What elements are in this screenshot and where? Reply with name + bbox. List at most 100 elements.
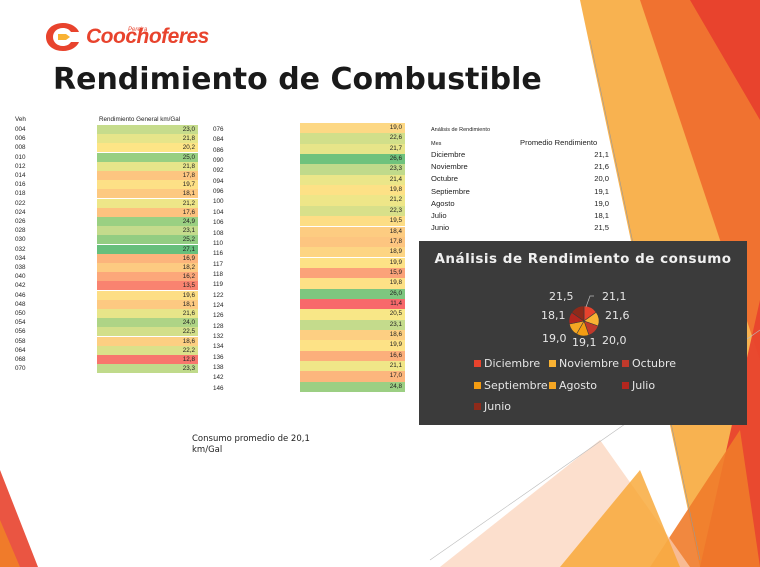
rendimiento-value: 19,8 xyxy=(300,278,405,289)
rendimiento-value: 19,7 xyxy=(97,180,198,190)
rendimiento-value: 26,6 xyxy=(300,154,405,165)
chart-title: Análisis de Rendimiento de consumo xyxy=(434,251,732,267)
vehicle-id: 024 xyxy=(15,208,26,216)
summary-value: 19,0 xyxy=(594,198,609,208)
rendimiento-value: 24,0 xyxy=(97,318,198,328)
pie-data-label: 21,5 xyxy=(549,290,574,303)
pie-data-label: 19,0 xyxy=(542,332,567,345)
summary-month: Noviembre xyxy=(431,162,468,172)
summary-value: 19,1 xyxy=(594,186,609,196)
vehicle-id: 122 xyxy=(213,291,224,299)
average-consumption-note: Consumo promedio de 20,1 km/Gal xyxy=(192,434,310,455)
table-header-rendimiento: Rendimiento General km/Gal xyxy=(99,116,181,123)
vehicle-id: 030 xyxy=(15,236,26,244)
logo-icon xyxy=(46,23,79,51)
vehicle-id: 006 xyxy=(15,135,26,143)
rendimiento-value: 13,5 xyxy=(97,281,198,291)
pie-data-label: 21,6 xyxy=(605,309,630,322)
vehicle-id: 118 xyxy=(213,270,224,278)
summary-value: 21,1 xyxy=(594,150,609,159)
rendimiento-value: 18,1 xyxy=(97,189,198,199)
rendimiento-value: 26,0 xyxy=(300,288,405,299)
vehicle-id: 096 xyxy=(213,188,224,196)
vehicle-id: 050 xyxy=(15,310,26,317)
vehicle-id: 028 xyxy=(15,227,26,235)
rendimiento-value: 21,8 xyxy=(97,161,198,171)
vehicle-id: 128 xyxy=(213,322,224,330)
summary-month: Octubre xyxy=(431,174,459,184)
summary-value: 21,6 xyxy=(594,162,609,172)
rendimiento-value: 17,6 xyxy=(97,207,198,217)
vehicle-id: 070 xyxy=(15,365,26,373)
vehicle-id: 022 xyxy=(15,199,26,207)
pie-data-label: 19,1 xyxy=(572,336,597,349)
legend-label: Diciembre xyxy=(484,357,541,370)
rendimiento-value: 18,4 xyxy=(300,226,405,237)
vehicle-id: 054 xyxy=(15,319,26,327)
rendimiento-value: 19,9 xyxy=(300,340,405,351)
legend-swatch xyxy=(474,382,481,389)
vehicle-id: 124 xyxy=(213,301,224,309)
rendimiento-value: 22,6 xyxy=(300,133,405,144)
rendimiento-value: 24,8 xyxy=(300,381,405,393)
rendimiento-value: 23,3 xyxy=(97,364,198,374)
summary-value: 20,0 xyxy=(594,174,609,184)
vehicle-id: 042 xyxy=(15,282,26,290)
rendimiento-value: 21,1 xyxy=(300,361,405,372)
summary-value: 21,5 xyxy=(594,223,609,233)
legend-swatch xyxy=(474,360,481,367)
logo-subtitle: Pereira xyxy=(128,27,148,33)
rendimiento-value: 17,8 xyxy=(300,236,405,248)
rendimiento-value: 18,1 xyxy=(97,299,198,309)
pie-data-label: 18,1 xyxy=(541,309,566,322)
vehicle-id: 026 xyxy=(15,218,26,225)
vehicle-id: 142 xyxy=(213,374,224,382)
rendimiento-value: 16,2 xyxy=(97,272,198,282)
rendimiento-value: 22,3 xyxy=(300,205,405,217)
legend-item: Octubre xyxy=(622,357,676,370)
vehicle-id: 040 xyxy=(15,273,26,281)
vehicle-id: 034 xyxy=(15,254,26,262)
legend-swatch xyxy=(622,360,629,367)
legend-item: Septiembre xyxy=(474,379,548,392)
vehicle-id: 084 xyxy=(213,136,224,144)
rendimiento-value: 19,9 xyxy=(300,257,405,268)
legend-label: Octubre xyxy=(632,357,677,370)
rendimiento-value: 18,6 xyxy=(97,336,198,346)
rendimiento-value: 16,9 xyxy=(97,253,198,263)
vehicle-id: 116 xyxy=(213,250,224,258)
rendimiento-value: 21,6 xyxy=(97,309,198,318)
rendimiento-value: 19,8 xyxy=(300,185,405,196)
legend-item: Agosto xyxy=(549,379,597,392)
vehicle-id: 038 xyxy=(15,264,26,271)
legend-label: Julio xyxy=(632,379,656,392)
pie-slice-junio xyxy=(571,305,585,322)
vehicle-id: 126 xyxy=(213,312,224,320)
rendimiento-value: 18,9 xyxy=(300,247,405,258)
rendimiento-value: 24,9 xyxy=(97,217,198,226)
summary-month: Agosto xyxy=(431,198,455,208)
company-logo: Coochoferes xyxy=(44,20,209,54)
summary-value: 18,1 xyxy=(594,211,609,220)
legend-label: Noviembre xyxy=(559,357,620,370)
rendimiento-value: 22,5 xyxy=(97,327,198,337)
page-title: Rendimiento de Combustible xyxy=(53,62,542,97)
rendimiento-value: 21,2 xyxy=(97,198,198,208)
legend-swatch xyxy=(549,382,556,389)
rendimiento-value: 17,0 xyxy=(300,371,405,382)
summary-month: Julio xyxy=(431,211,447,220)
legend-item: Julio xyxy=(622,379,655,392)
rendimiento-value: 18,2 xyxy=(97,263,198,272)
rendimiento-value: 19,6 xyxy=(97,290,198,300)
rendimiento-value: 25,0 xyxy=(97,152,198,162)
rendimiento-value: 22,2 xyxy=(97,345,198,355)
legend-item: Junio xyxy=(474,400,511,413)
vehicle-id: 014 xyxy=(15,172,26,179)
vehicle-id: 110 xyxy=(213,239,224,247)
legend-swatch xyxy=(622,382,629,389)
vehicle-id: 146 xyxy=(213,384,224,392)
summary-header-mes: Mes xyxy=(431,141,442,147)
rendimiento-value: 15,9 xyxy=(300,267,405,279)
vehicle-id: 048 xyxy=(15,300,26,308)
